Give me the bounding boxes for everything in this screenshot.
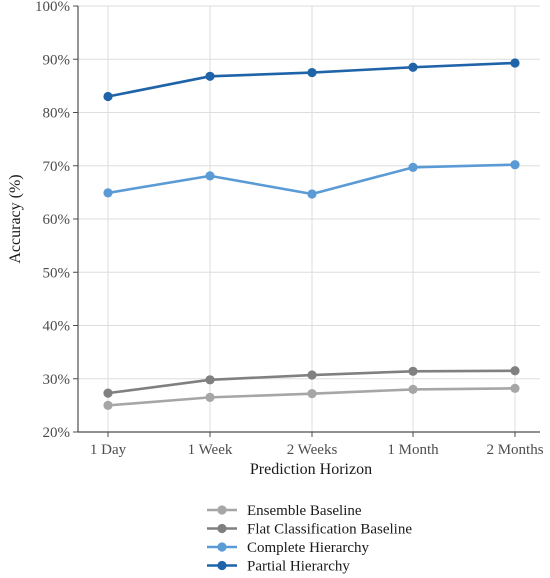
data-point bbox=[307, 389, 317, 399]
series-3 bbox=[103, 58, 520, 102]
legend-marker bbox=[217, 505, 227, 515]
legend-marker bbox=[217, 560, 227, 571]
data-point bbox=[205, 392, 215, 402]
data-point bbox=[510, 160, 520, 170]
legend-label: Complete Hierarchy bbox=[247, 540, 370, 556]
legend-label: Partial Hierarchy bbox=[247, 559, 350, 575]
x-tick-label: 1 Week bbox=[188, 442, 233, 458]
y-tick-label: 60% bbox=[43, 212, 71, 228]
data-point bbox=[408, 384, 418, 394]
data-point bbox=[205, 71, 215, 81]
y-axis-title: Accuracy (%) bbox=[7, 174, 24, 263]
legend-label: Ensemble Baseline bbox=[247, 503, 362, 519]
data-point bbox=[103, 400, 113, 410]
series-layer bbox=[103, 58, 520, 410]
y-tick-label: 50% bbox=[43, 265, 71, 281]
y-tick-label: 80% bbox=[43, 106, 71, 122]
legend-marker bbox=[217, 542, 227, 552]
x-tick-label: 2 Months bbox=[486, 442, 543, 458]
y-ticks: 20% 30% 40% 50% 60% 70% 80% 90% 100% bbox=[35, 0, 78, 441]
x-ticks: 1 Day 1 Week 2 Weeks 1 Month 2 Months bbox=[90, 432, 544, 458]
x-axis-title: Prediction Horizon bbox=[250, 461, 372, 478]
series-0 bbox=[103, 383, 520, 410]
data-point bbox=[408, 162, 418, 172]
data-point bbox=[103, 388, 113, 398]
y-tick-label: 90% bbox=[43, 52, 71, 68]
data-point bbox=[408, 366, 418, 376]
data-point bbox=[510, 383, 520, 393]
legend-item: Partial Hierarchy bbox=[207, 559, 350, 575]
x-tick-label: 1 Day bbox=[90, 442, 127, 458]
y-tick-label: 20% bbox=[43, 425, 71, 441]
legend-item: Flat Classification Baseline bbox=[207, 522, 412, 538]
x-tick-label: 1 Month bbox=[387, 442, 439, 458]
x-tick-label: 2 Weeks bbox=[287, 442, 338, 458]
series-1 bbox=[103, 366, 520, 398]
data-point bbox=[307, 67, 317, 78]
data-point bbox=[510, 366, 520, 376]
series-2 bbox=[103, 160, 520, 199]
data-point bbox=[205, 375, 215, 385]
data-point bbox=[103, 91, 113, 102]
legend-item: Complete Hierarchy bbox=[207, 540, 370, 556]
legend-item: Ensemble Baseline bbox=[207, 503, 362, 519]
data-point bbox=[307, 370, 317, 380]
y-tick-label: 70% bbox=[43, 159, 71, 175]
data-point bbox=[103, 188, 113, 198]
legend: Ensemble Baseline Flat Classification Bas… bbox=[207, 503, 412, 575]
y-tick-label: 40% bbox=[43, 319, 71, 335]
data-point bbox=[205, 171, 215, 181]
y-tick-label: 100% bbox=[35, 0, 70, 15]
data-point bbox=[307, 189, 317, 199]
data-point bbox=[510, 58, 520, 68]
data-point bbox=[408, 62, 418, 72]
legend-marker bbox=[217, 523, 227, 534]
legend-label: Flat Classification Baseline bbox=[247, 522, 412, 538]
y-tick-label: 30% bbox=[43, 372, 71, 388]
